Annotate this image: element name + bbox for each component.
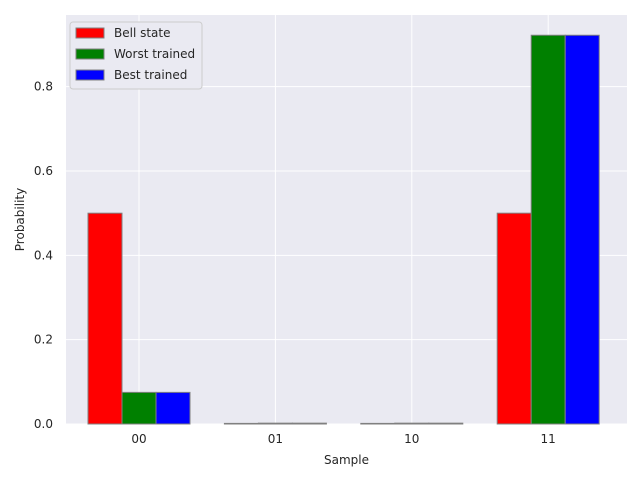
bar-best-trained-10: [428, 422, 464, 425]
bar-bell-state-00: [87, 212, 123, 425]
bar-best-trained-11: [564, 34, 600, 425]
legend-label-best-trained: Best trained: [114, 68, 187, 82]
x-tick-label-10: 10: [404, 432, 419, 446]
x-tick-label-00: 00: [131, 432, 146, 446]
y-tick-label-0-8: 0.8: [34, 80, 53, 94]
x-tick-label-01: 01: [268, 432, 283, 446]
y-tick-label-0-6: 0.6: [34, 164, 53, 178]
bar-bell-state-01: [223, 422, 259, 425]
legend-swatch-worst-trained: [75, 48, 105, 60]
bar-worst-trained-00: [121, 391, 157, 425]
legend-swatch-bell-state: [75, 27, 105, 39]
bar-worst-trained-11: [530, 34, 566, 425]
y-tick-label-0-2: 0.2: [34, 333, 53, 347]
legend-label-worst-trained: Worst trained: [114, 47, 195, 61]
legend: Bell state Worst trained Best trained: [69, 21, 203, 90]
x-axis-label: Sample: [324, 453, 369, 467]
bar-worst-trained-10: [394, 422, 430, 425]
y-tick-label-0-4: 0.4: [34, 248, 53, 262]
x-tick-label-11: 11: [541, 432, 556, 446]
bar-worst-trained-01: [257, 422, 293, 425]
bars: [87, 34, 600, 425]
x-tick-labels: 00 01 10 11: [131, 432, 555, 446]
bar-best-trained-00: [155, 391, 191, 425]
legend-label-bell-state: Bell state: [114, 26, 171, 40]
y-axis-label: Probability: [13, 188, 27, 251]
y-tick-label-0: 0.0: [34, 417, 53, 431]
bar-bell-state-10: [360, 422, 396, 425]
bar-best-trained-01: [291, 422, 327, 425]
y-tick-labels: 0.0 0.2 0.4 0.6 0.8: [34, 80, 53, 431]
legend-swatch-best-trained: [75, 69, 105, 81]
bar-bell-state-11: [496, 212, 532, 425]
